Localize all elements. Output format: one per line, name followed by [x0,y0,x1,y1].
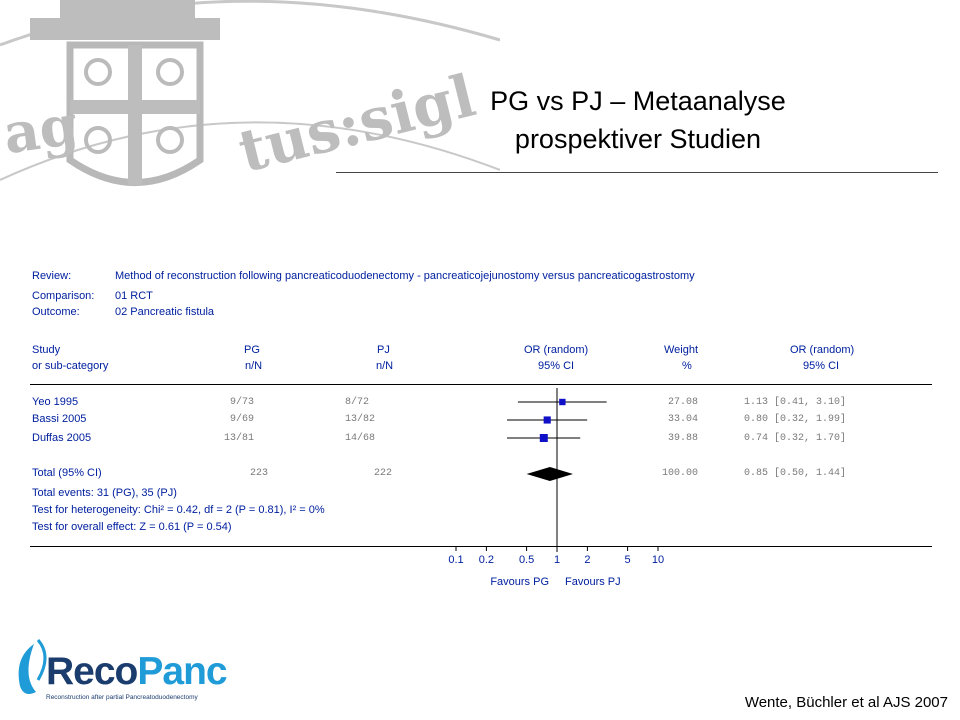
footer-rule [30,546,932,547]
study-name: Duffas 2005 [32,432,92,444]
header-weight: Weight [664,344,699,356]
favours-left-label: Favours PG [490,576,549,588]
x-axis-tick-label: 1 [554,554,560,566]
header-or-plot-sub: 95% CI [538,360,575,372]
study-pj: 13/82 [345,414,376,425]
header-pg: PG [244,344,260,356]
overall-effect-note: Test for overall effect: Z = 0.61 (P = 0… [32,521,232,533]
slide-title-line-1: PG vs PJ – Metaanalyse [490,86,786,116]
pooled-estimate-diamond [526,467,573,481]
title-divider [336,172,938,173]
heterogeneity-note: Test for heterogeneity: Chi² = 0.42, df … [32,504,325,516]
study-ci-text: 1.13 [0.41, 3.10] [744,397,847,408]
total-pg: 223 [250,468,269,479]
study-pj: 14/68 [345,433,376,444]
outcome-value: 02 Pancreatic fistula [115,306,215,318]
favours-right-label: Favours PJ [565,576,621,588]
total-events-note: Total events: 31 (PG), 35 (PJ) [32,487,177,499]
total-label: Total (95% CI) [32,467,102,479]
slide-title-line-2: prospektiver Studien [514,124,762,154]
point-estimate-marker [539,434,548,442]
header-study: Study [32,344,61,356]
header-pj: PJ [377,344,390,356]
point-estimate-marker [543,416,551,424]
study-pj: 8/72 [345,397,370,408]
citation: Wente, Büchler et al AJS 2007 [744,694,948,711]
total-ci-text: 0.85 [0.50, 1.44] [744,468,847,479]
logo-wordmark: RecoPanc [46,650,228,694]
study-ci-text: 0.80 [0.32, 1.99] [744,414,847,425]
header-weight-sub: % [682,360,692,372]
study-weight: 33.04 [668,414,699,425]
study-weight: 27.08 [668,397,699,408]
total-pj: 222 [374,468,393,479]
x-axis-tick-label: 0.1 [448,554,463,566]
comparison-value: 01 RCT [115,290,153,302]
logo-mark [18,644,36,694]
recopanc-logo [18,639,47,694]
x-axis-tick-label: 5 [625,554,631,566]
header-pj-sub: n/N [376,360,394,372]
study-name: Bassi 2005 [32,413,87,425]
study-pg: 9/69 [230,414,255,425]
header-or-text: OR (random) [790,344,855,356]
logo-word-reco: Reco [46,650,138,693]
study-pg: 9/73 [230,397,255,408]
x-axis-tick-label: 10 [652,554,664,566]
slide-title: PG vs PJ – Metaanalyse prospektiver Stud… [336,82,940,158]
seal-watermark: ag tus:sigl [0,0,500,186]
svg-text:ag: ag [0,92,82,167]
total-weight: 100.00 [662,468,699,479]
study-ci-text: 0.74 [0.32, 1.70] [744,433,847,444]
header-rule [30,384,932,385]
study-name: Yeo 1995 [32,396,79,408]
review-value: Method of reconstruction following pancr… [115,270,695,282]
review-label: Review: [32,270,72,282]
header-or-text-sub: 95% CI [803,360,840,372]
logo-tagline: Reconstruction after partial Pancreatodu… [46,694,198,701]
header-pg-sub: n/N [245,360,263,372]
x-axis-tick-label: 0.2 [479,554,494,566]
point-estimate-marker [559,398,566,406]
header-study-sub: or sub-category [32,360,109,372]
x-axis-tick-label: 2 [584,554,590,566]
outcome-label: Outcome: [32,306,80,318]
header-or-plot: OR (random) [524,344,589,356]
logo-word-panc: Panc [137,650,227,693]
study-pg: 13/81 [224,433,255,444]
x-axis-tick-label: 0.5 [519,554,534,566]
comparison-label: Comparison: [32,290,95,302]
study-weight: 39.88 [668,433,699,444]
